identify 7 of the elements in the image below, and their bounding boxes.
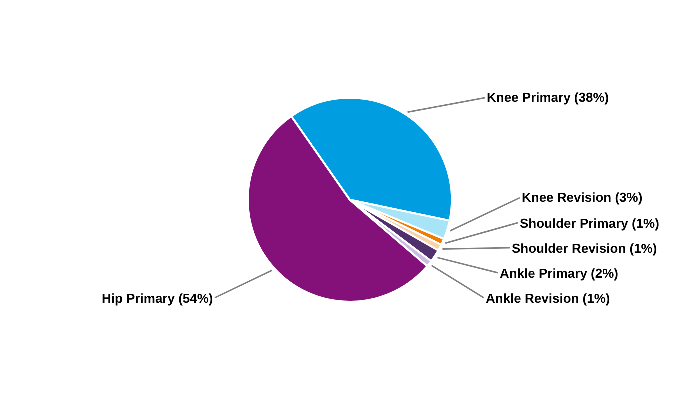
slice-label: Knee Revision (3%) <box>522 190 643 205</box>
slice-label: Ankle Primary (2%) <box>500 266 618 281</box>
slice-label: Hip Primary (54%) <box>102 291 214 306</box>
slice-label: Ankle Revision (1%) <box>486 291 610 306</box>
slice-label: Knee Primary (38%) <box>487 90 610 105</box>
slice-label: Shoulder Primary (1%) <box>520 216 660 231</box>
slice-label: Shoulder Revision (1%) <box>512 241 658 256</box>
